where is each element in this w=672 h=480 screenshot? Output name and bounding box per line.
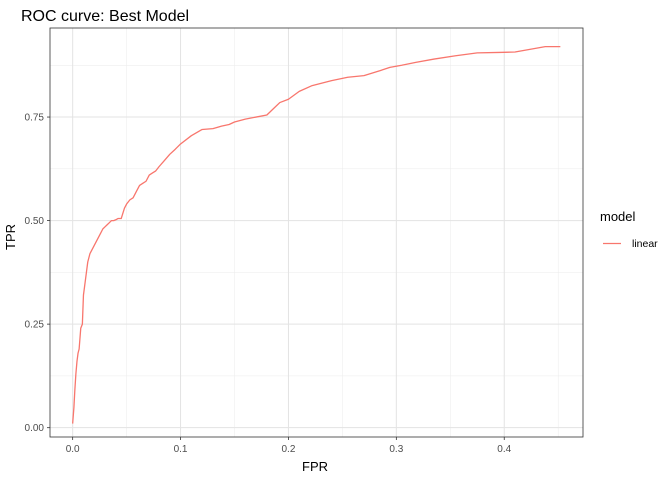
chart-title: ROC curve: Best Model <box>21 8 189 25</box>
minor-gridlines <box>50 28 583 437</box>
plot-panel <box>49 27 584 438</box>
x-tick-label: 0.2 <box>281 444 295 455</box>
x-tick-label: 0.4 <box>497 444 511 455</box>
x-tick-label: 0.1 <box>174 444 188 455</box>
legend-title: model <box>600 209 636 224</box>
x-axis-title: FPR <box>302 459 328 474</box>
y-axis-title: TPR <box>3 224 18 250</box>
series-line-linear <box>72 45 561 424</box>
x-tick-label: 0.3 <box>389 444 403 455</box>
series-layer <box>72 45 561 424</box>
legend: model linear <box>600 209 658 250</box>
legend-label-linear: linear <box>632 238 658 250</box>
y-tick-label: 0.75 <box>25 113 45 124</box>
y-tick-label: 0.50 <box>25 216 45 227</box>
x-tick-label: 0.0 <box>66 444 80 455</box>
panel-border <box>49 27 584 438</box>
y-tick-label: 0.25 <box>25 320 45 331</box>
major-gridlines <box>50 28 583 437</box>
x-axis: 0.0 0.1 0.2 0.3 0.4 <box>66 437 512 455</box>
y-tick-label: 0.00 <box>25 423 45 434</box>
y-axis: 0.00 0.25 0.50 0.75 <box>25 113 50 434</box>
